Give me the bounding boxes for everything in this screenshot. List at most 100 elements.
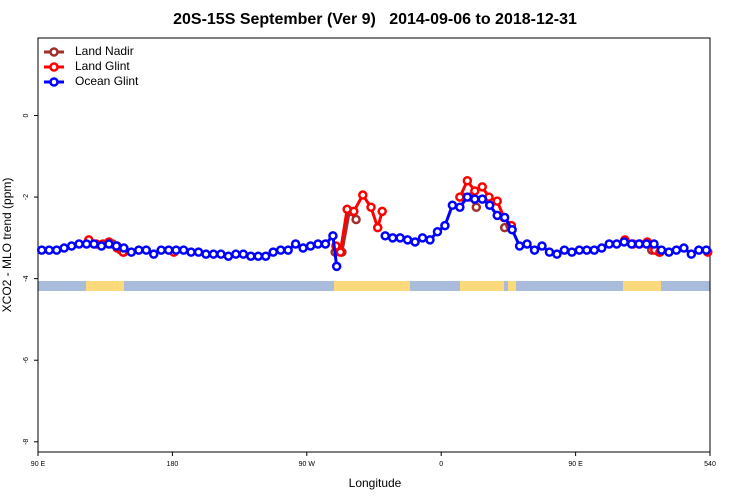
data-point [477, 182, 488, 192]
data-point [119, 243, 129, 253]
data-point [253, 251, 264, 261]
data-point [417, 233, 428, 243]
data-point [455, 202, 465, 213]
data-point [694, 245, 704, 255]
data-point [141, 245, 152, 255]
data-point [59, 243, 69, 253]
data-point [462, 192, 473, 202]
data-point [559, 245, 570, 255]
data-point [377, 206, 387, 217]
land-patch [460, 281, 504, 291]
data-point [238, 249, 249, 259]
y-tick-label: -2 [23, 194, 30, 200]
x-tick-label: 180 [167, 461, 179, 468]
x-tick-label: 90 W [299, 461, 316, 468]
data-point [611, 239, 622, 249]
data-point [395, 233, 405, 243]
data-point [664, 247, 674, 257]
data-point [201, 249, 211, 259]
data-point [432, 226, 443, 237]
data-point [582, 245, 592, 255]
data-point [656, 245, 667, 255]
data-point [81, 239, 92, 249]
legend-label: Ocean Glint [75, 74, 139, 88]
data-point [619, 237, 629, 247]
data-point [484, 200, 495, 210]
data-point [492, 210, 502, 221]
data-point [387, 233, 398, 243]
data-point [649, 239, 659, 249]
data-point [567, 247, 577, 257]
y-axis-label: XCO2 - MLO trend (ppm) [0, 178, 14, 313]
data-point [290, 239, 301, 249]
chart-title: 20S-15S September (Ver 9) 2014-09-06 to … [173, 11, 577, 28]
land-ocean-strip [38, 281, 710, 291]
data-point [425, 235, 435, 245]
data-point [349, 206, 359, 217]
data-point [89, 239, 99, 249]
data-point [331, 261, 342, 272]
data-point [111, 241, 122, 251]
data-point [552, 249, 562, 259]
data-point [193, 247, 204, 257]
data-point [335, 247, 346, 257]
data-point [701, 245, 712, 255]
data-point [529, 245, 540, 255]
data-point [351, 214, 361, 225]
data-point [178, 245, 189, 255]
data-point [328, 231, 338, 241]
plot-frame [37, 37, 711, 453]
land-patch [623, 281, 661, 291]
data-point [544, 247, 555, 257]
data-point [156, 245, 166, 255]
data-point [634, 239, 644, 249]
x-tick-label: 540 [704, 461, 716, 468]
data-point [641, 239, 652, 249]
data-point [492, 196, 502, 206]
y-tick-label: -8 [23, 439, 30, 445]
data-point [499, 212, 510, 223]
x-axis-label: Longitude [349, 476, 402, 490]
data-point [44, 245, 54, 255]
y-tick-label: 0 [23, 113, 30, 117]
data-point [626, 239, 637, 249]
data-point [372, 222, 383, 233]
x-tick-label: 0 [439, 461, 443, 468]
data-point [163, 245, 174, 255]
data-point [679, 243, 689, 253]
data-point [596, 243, 607, 253]
data-point [455, 192, 465, 202]
data-point [604, 239, 614, 249]
data-point [223, 251, 234, 261]
data-point [104, 239, 114, 249]
data-point [283, 245, 293, 255]
legend-marker [49, 62, 59, 72]
data-point [186, 247, 196, 257]
legend-marker [49, 47, 59, 57]
data-point [260, 251, 271, 261]
data-point [589, 245, 600, 255]
data-point [320, 239, 331, 249]
data-point [477, 194, 488, 204]
data-point [305, 241, 316, 251]
series [36, 192, 712, 272]
x-tick-label: 90 E [31, 461, 46, 468]
data-point [410, 237, 420, 247]
data-point [686, 249, 697, 259]
data-point [440, 220, 450, 231]
data-point [134, 245, 144, 255]
x-tick-label: 90 E [568, 461, 583, 468]
data-point [268, 247, 278, 257]
series-line [334, 192, 384, 256]
data-point [470, 186, 480, 196]
data-point [74, 239, 84, 249]
data-point [208, 249, 219, 259]
data-point [514, 241, 525, 251]
data-point [470, 194, 480, 204]
data-point [51, 245, 62, 255]
data-point [366, 202, 376, 213]
data-point [471, 202, 482, 213]
data-point [231, 249, 241, 259]
